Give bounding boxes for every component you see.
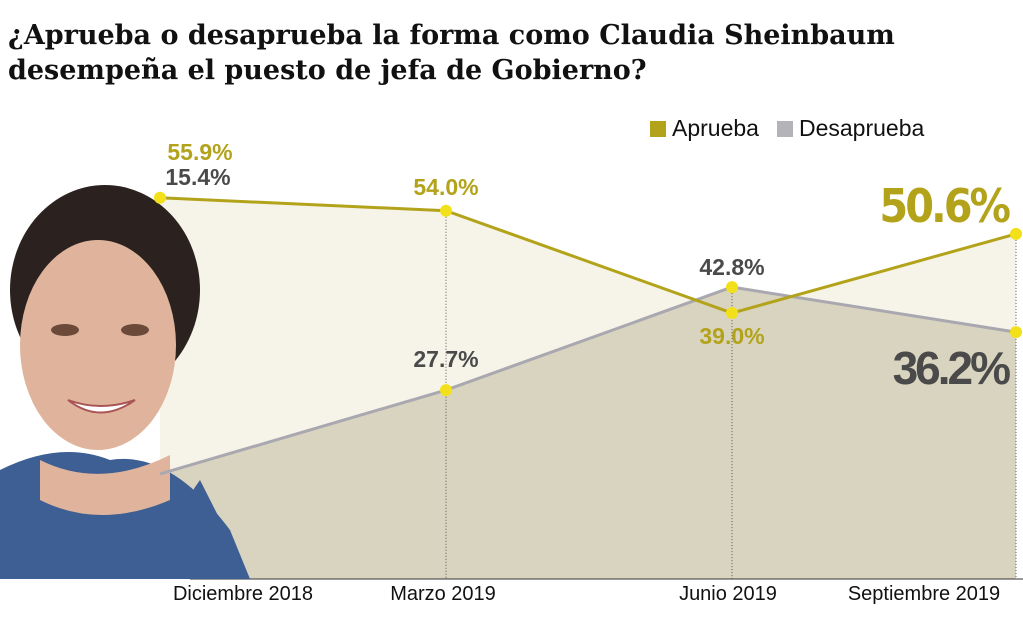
aprueba-point	[726, 307, 738, 320]
face	[20, 240, 176, 450]
aprueba-point	[154, 191, 166, 204]
legend-item-aprueba: Aprueba	[650, 115, 759, 142]
x-tick-label: Junio 2019	[679, 583, 777, 605]
aprueba-label: 55.9%	[167, 139, 232, 165]
portrait-photo	[0, 185, 250, 579]
aprueba-label: 54.0%	[413, 174, 478, 200]
x-tick-label: Diciembre 2018	[173, 583, 313, 605]
legend-swatch	[650, 121, 666, 137]
legend-item-desaprueba: Desaprueba	[776, 115, 925, 142]
desaprueba-point	[440, 384, 452, 397]
aprueba-point	[440, 204, 452, 217]
legend-swatch	[776, 121, 793, 137]
hair-top	[25, 210, 180, 255]
legend-label: Aprueba	[672, 115, 759, 141]
x-tick-label: Septiembre 2019	[848, 583, 1000, 605]
desaprueba-label: 27.7%	[413, 346, 478, 372]
desaprueba-label-latest: 36.2%	[893, 342, 1011, 394]
desaprueba-label: 42.8%	[699, 254, 764, 280]
desaprueba-area	[160, 287, 1016, 579]
smile	[67, 399, 136, 414]
x-tick-label: Marzo 2019	[390, 583, 496, 605]
desaprueba-label: 15.4%	[165, 164, 230, 190]
legend-label: Desaprueba	[798, 115, 925, 141]
chart-title: ¿Aprueba o desaprueba la forma como Clau…	[8, 20, 895, 86]
desaprueba-point	[1010, 326, 1022, 339]
eye	[51, 324, 79, 336]
desaprueba-point	[726, 281, 738, 294]
aprueba-line	[159, 196, 1017, 315]
desaprueba-line	[159, 285, 1017, 476]
aprueba-label-latest: 50.6%	[879, 179, 1010, 233]
aprueba-label: 39.0%	[699, 323, 764, 349]
aprueba-point	[1010, 227, 1022, 240]
legend: Aprueba Desaprueba	[650, 115, 924, 142]
scarf-sides	[0, 470, 250, 579]
eye	[121, 324, 149, 336]
neck	[40, 455, 170, 515]
